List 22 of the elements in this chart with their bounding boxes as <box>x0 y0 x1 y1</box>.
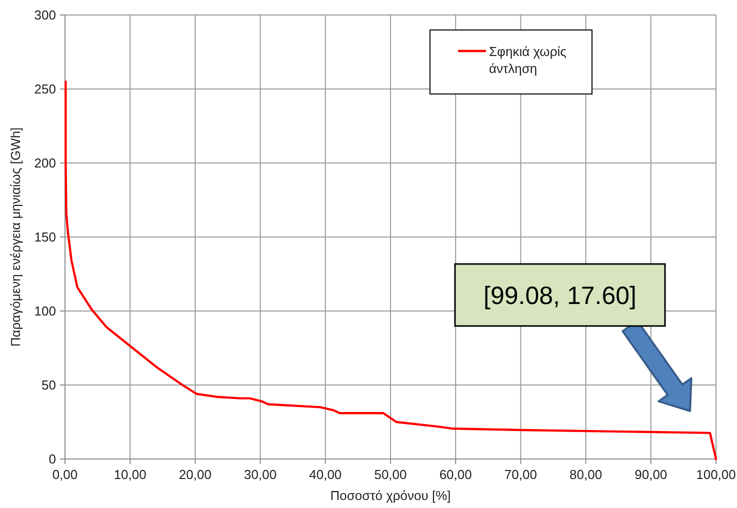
y-tick-label: 0 <box>48 452 56 466</box>
x-tick-label: 40,00 <box>309 467 342 482</box>
y-axis-title: Παραγόμενη ενέργεια μηνιαίως [GWh] <box>8 127 23 347</box>
x-tick-label: 80,00 <box>570 467 602 482</box>
x-tick-label: 30,00 <box>244 467 277 482</box>
x-tick-label: 0,00 <box>52 467 78 482</box>
x-tick-label: 90,00 <box>634 467 668 482</box>
x-tick-label: 70,00 <box>504 467 537 482</box>
x-tick-label: 10,00 <box>114 467 146 482</box>
y-tick-label: 200 <box>34 156 56 170</box>
y-tick-label: 250 <box>34 82 56 96</box>
y-tick-label: 50 <box>42 378 56 392</box>
x-tick-label: 20,00 <box>178 467 212 482</box>
x-axis-title: Ποσοστό χρόνου [%] <box>330 488 451 503</box>
y-tick-label: 150 <box>34 230 56 244</box>
y-tick-label: 300 <box>34 8 56 22</box>
annotation: [99.08, 17.60] <box>484 282 636 310</box>
y-tick-label: 100 <box>34 304 56 318</box>
x-tick-label: 60,00 <box>439 467 472 482</box>
x-tick-label: 100,00 <box>696 467 736 482</box>
x-tick-label: 50,00 <box>374 467 407 482</box>
legend-label: Σφηκιά χωρίς άντληση <box>489 44 566 76</box>
